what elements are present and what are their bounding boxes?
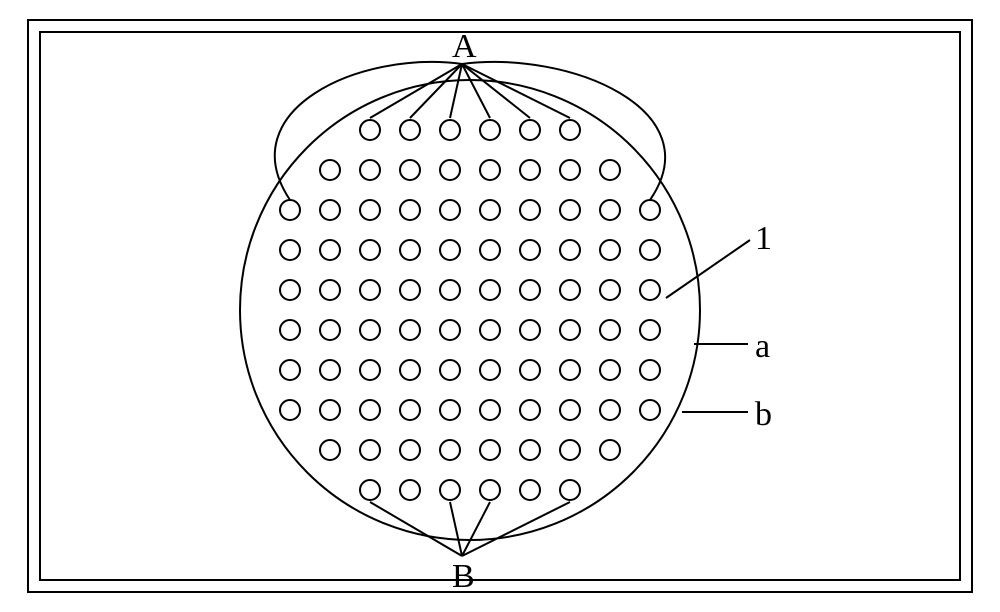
diagram-stage: A B 1 a b <box>0 0 1000 612</box>
label-1: 1 <box>755 222 772 256</box>
label-a: a <box>755 330 770 364</box>
label-B: B <box>452 560 475 594</box>
label-b: b <box>755 398 772 432</box>
diagram-svg <box>0 0 1000 612</box>
label-A: A <box>452 30 477 64</box>
